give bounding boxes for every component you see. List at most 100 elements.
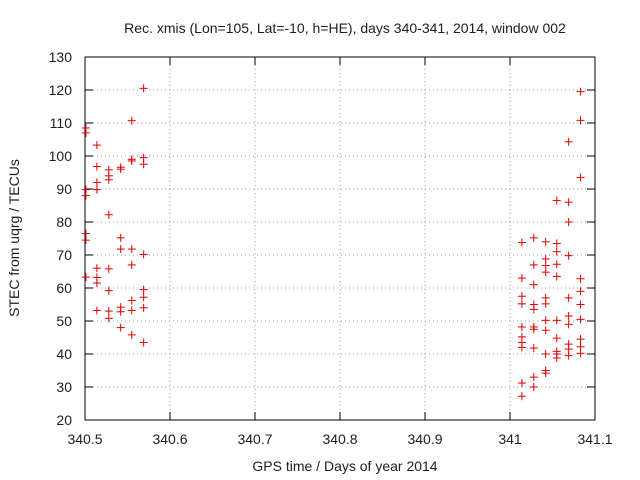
y-tick-label: 120 [49, 82, 73, 98]
y-axis-label: STEC from uqrg / TECUs [6, 159, 22, 317]
data-point [116, 323, 125, 332]
y-tick-label: 30 [56, 379, 72, 395]
data-point [517, 238, 526, 247]
data-point [116, 245, 125, 254]
data-point [517, 299, 526, 308]
data-point [541, 299, 550, 308]
data-point [576, 87, 585, 96]
y-tick-labels: 20 30 40 50 60 70 80 90 100 110 120 130 [49, 49, 73, 428]
data-point [127, 260, 136, 269]
data-point [552, 316, 561, 325]
data-point [529, 280, 538, 289]
data-point [127, 245, 136, 254]
data-point [564, 293, 573, 302]
data-point [139, 84, 148, 93]
data-point [541, 326, 550, 335]
data-point [576, 349, 585, 358]
data-point [517, 343, 526, 352]
data-point [116, 165, 125, 174]
data-point [139, 293, 148, 302]
data-point [139, 338, 148, 347]
x-tick-label: 340.5 [67, 431, 102, 447]
data-point [529, 373, 538, 382]
data-point [576, 335, 585, 344]
data-point [139, 160, 148, 169]
data-point [552, 247, 561, 256]
y-tick-label: 40 [56, 346, 72, 362]
y-tick-label: 20 [56, 412, 72, 428]
data-point [517, 292, 526, 301]
data-point [517, 322, 526, 331]
data-point [104, 264, 113, 273]
data-point [529, 305, 538, 314]
x-tick-label: 341.1 [577, 431, 612, 447]
x-tick-label: 340.9 [407, 431, 442, 447]
data-point [517, 379, 526, 388]
data-point [564, 320, 573, 329]
data-point [517, 274, 526, 283]
data-point [81, 273, 90, 282]
data-point [127, 306, 136, 315]
data-point [576, 173, 585, 182]
x-tick-label: 341 [498, 431, 522, 447]
data-point [116, 233, 125, 242]
data-point [139, 303, 148, 312]
x-tick-labels: 340.5 340.6 340.7 340.8 340.9 341 341.1 [67, 431, 612, 447]
data-point [104, 307, 113, 316]
data-point [81, 128, 90, 137]
data-point [564, 251, 573, 260]
data-point [576, 300, 585, 309]
data-point [92, 279, 101, 288]
data-point [127, 296, 136, 305]
y-tick-label: 70 [56, 247, 72, 263]
data-point [576, 274, 585, 283]
y-tick-label: 100 [49, 148, 73, 164]
data-point [576, 116, 585, 125]
data-point [104, 175, 113, 184]
grid-lines [85, 57, 595, 420]
data-point [529, 383, 538, 391]
y-tick-label: 90 [56, 181, 72, 197]
data-point [92, 178, 101, 187]
data-point [552, 334, 561, 343]
data-point [529, 260, 538, 269]
data-point [541, 369, 550, 378]
data-point [127, 330, 136, 339]
x-axis-label: GPS time / Days of year 2014 [252, 458, 437, 474]
data-point [92, 162, 101, 171]
data-point [564, 137, 573, 146]
data-point [127, 156, 136, 165]
data-point [564, 218, 573, 226]
x-tick-label: 340.6 [152, 431, 187, 447]
data-point [517, 392, 526, 401]
data-point [552, 239, 561, 248]
data-point [104, 314, 113, 323]
y-tick-label: 110 [50, 115, 73, 131]
data-point [552, 196, 561, 205]
data-point [104, 210, 113, 219]
data-point [552, 260, 561, 269]
data-point [541, 316, 550, 325]
data-point [92, 141, 101, 150]
data-point [529, 233, 538, 242]
data-point [564, 198, 573, 207]
data-point [529, 344, 538, 353]
data-point [564, 312, 573, 321]
data-point [139, 285, 148, 294]
data-point [541, 350, 550, 358]
data-point [81, 191, 90, 200]
data-point [81, 236, 90, 245]
data-point [127, 116, 136, 125]
chart-title: Rec. xmis (Lon=105, Lat=-10, h=HE), days… [124, 20, 566, 36]
x-tick-label: 340.7 [237, 431, 272, 447]
y-tick-label: 130 [49, 49, 73, 65]
data-point [139, 250, 148, 259]
data-point [116, 307, 125, 316]
y-tick-label: 80 [56, 214, 72, 230]
x-tick-label: 340.8 [322, 431, 357, 447]
data-point [564, 351, 573, 360]
data-point [92, 306, 101, 315]
data-point [104, 286, 113, 295]
data-point [92, 264, 101, 273]
